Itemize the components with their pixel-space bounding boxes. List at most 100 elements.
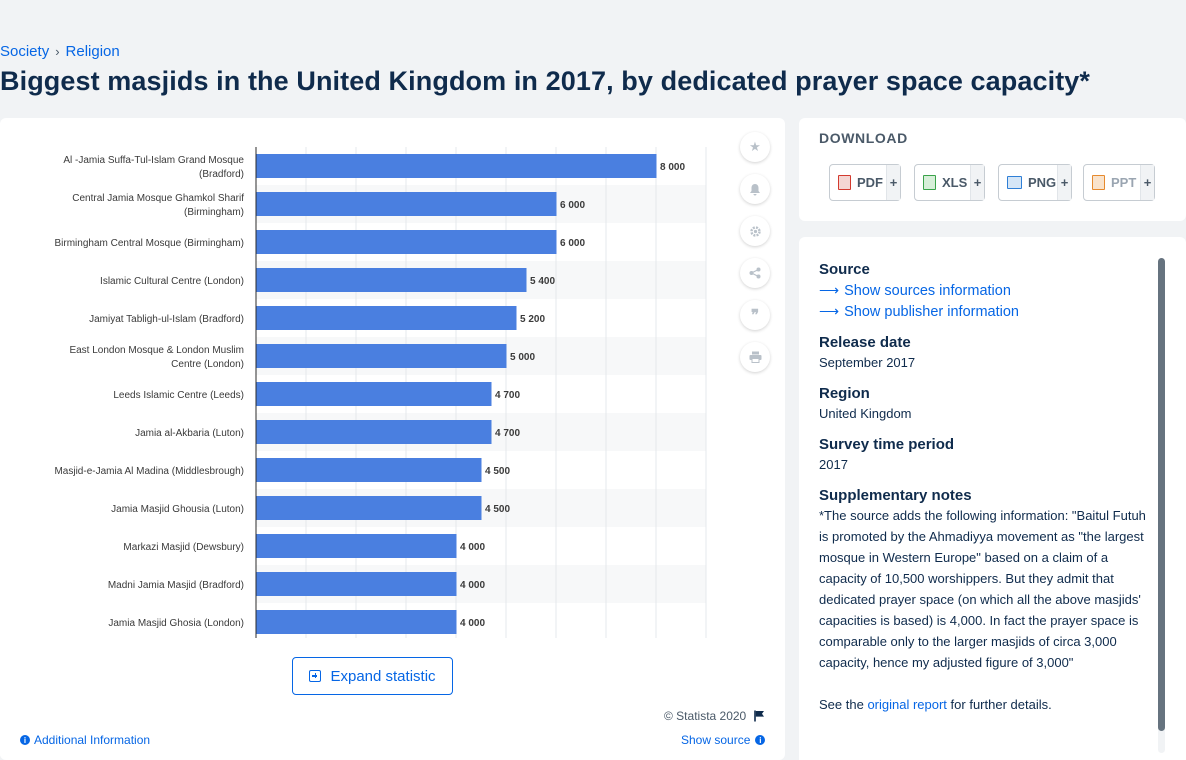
category-label: Jamia Masjid Ghosia (London)	[108, 618, 244, 629]
show-publisher-link[interactable]: ⟶ Show publisher information	[819, 303, 1149, 320]
category-label: Islamic Cultural Centre (London)	[100, 276, 244, 287]
additional-information-link[interactable]: i Additional Information	[20, 733, 150, 747]
category-label: East London Mosque & London Muslim	[69, 345, 244, 356]
quote-icon[interactable]: ❞	[740, 300, 770, 330]
see-prefix: See the	[819, 697, 868, 712]
bar-value-label: 4 500	[485, 504, 510, 515]
download-panel: DOWNLOAD PDF + XLS + PNG + PPT +	[799, 118, 1186, 221]
category-label: (Birmingham)	[184, 207, 244, 218]
download-pdf-label: PDF	[857, 175, 883, 190]
pdf-file-icon	[838, 175, 851, 190]
download-png-label: PNG	[1028, 175, 1057, 190]
bar-value-label: 4 700	[495, 428, 520, 439]
download-ppt-plus[interactable]: +	[1140, 165, 1154, 200]
bar	[256, 458, 482, 482]
category-label: Jamiyat Tabligh-ul-Islam (Bradford)	[89, 314, 244, 325]
download-pdf-button[interactable]: PDF +	[829, 164, 901, 201]
png-file-icon	[1007, 176, 1022, 189]
bar-value-label: 4 000	[460, 580, 485, 591]
release-date-value: September 2017	[819, 355, 916, 370]
region-value: United Kingdom	[819, 406, 912, 421]
bar-chart: 8 000 Al -Jamia Suffa-Tul-Islam Grand Mos…	[54, 147, 707, 638]
bar	[256, 610, 457, 634]
bar	[256, 154, 657, 178]
bar	[256, 382, 492, 406]
bar	[256, 496, 482, 520]
category-label: Madni Jamia Masjid (Bradford)	[108, 580, 244, 591]
bar	[256, 192, 557, 216]
arrow-right-icon: ⟶	[819, 303, 840, 319]
release-date-heading: Release date	[819, 334, 911, 351]
arrow-right-icon: ⟶	[819, 282, 840, 298]
bar	[256, 572, 457, 596]
show-source-link[interactable]: Show source i	[681, 733, 766, 747]
statistic-info-panel: Source ⟶ Show sources information ⟶ Show…	[799, 237, 1186, 760]
breadcrumb-separator: ›	[55, 44, 60, 59]
bar	[256, 344, 507, 368]
download-png-plus[interactable]: +	[1057, 165, 1071, 200]
top-bar	[0, 0, 1186, 38]
category-label: Jamia Masjid Ghousia (Luton)	[111, 504, 244, 515]
bar-value-label: 6 000	[560, 200, 585, 211]
bar-value-label: 5 000	[510, 352, 535, 363]
expand-plus-icon	[309, 670, 322, 682]
supplementary-notes-text: *The source adds the following informati…	[819, 508, 1146, 670]
original-report-link[interactable]: original report	[867, 697, 947, 712]
bar-value-label: 5 200	[520, 314, 545, 325]
breadcrumb-society[interactable]: Society	[0, 43, 50, 60]
bar-value-label: 5 400	[530, 276, 555, 287]
category-label: Centre (London)	[171, 359, 244, 370]
flag-icon[interactable]	[754, 710, 765, 722]
category-label: Leeds Islamic Centre (Leeds)	[113, 390, 244, 401]
bell-icon[interactable]	[740, 174, 770, 204]
download-xls-plus[interactable]: +	[970, 165, 984, 200]
bar-value-label: 6 000	[560, 238, 585, 249]
bar	[256, 268, 527, 292]
share-icon[interactable]	[740, 258, 770, 288]
category-label: Central Jamia Mosque Ghamkol Sharif	[72, 193, 244, 204]
copyright-text: © Statista 2020	[664, 709, 747, 723]
bar	[256, 230, 557, 254]
show-source-label: Show source	[681, 733, 751, 747]
download-xls-label: XLS	[942, 175, 968, 190]
see-original-report: See the original report for further deta…	[819, 694, 1149, 715]
category-label: Birmingham Central Mosque (Birmingham)	[54, 238, 244, 249]
bar	[256, 534, 457, 558]
bar-value-label: 4 500	[485, 466, 510, 477]
bar	[256, 420, 492, 444]
download-png-button[interactable]: PNG +	[998, 164, 1072, 201]
source-heading: Source	[819, 261, 870, 278]
expand-statistic-label: Expand statistic	[330, 667, 436, 685]
info-scrollbar-thumb[interactable]	[1158, 258, 1165, 731]
info-icon: i	[20, 735, 30, 745]
xls-file-icon	[923, 175, 936, 190]
statistic-info-content: Source ⟶ Show sources information ⟶ Show…	[819, 261, 1149, 715]
category-label: Masjid-e-Jamia Al Madina (Middlesbrough)	[54, 466, 244, 477]
chart-tools: ★ ❞	[740, 132, 770, 384]
additional-information-label: Additional Information	[34, 733, 151, 747]
region-heading: Region	[819, 385, 870, 402]
show-sources-link[interactable]: ⟶ Show sources information	[819, 282, 1149, 299]
bar-value-label: 4 000	[460, 618, 485, 629]
supplementary-notes-heading: Supplementary notes	[819, 487, 972, 504]
download-ppt-label: PPT	[1111, 175, 1137, 190]
breadcrumb-religion[interactable]: Religion	[65, 43, 120, 60]
bar	[256, 306, 517, 330]
star-icon[interactable]: ★	[740, 132, 770, 162]
bar-value-label: 4 700	[495, 390, 520, 401]
print-icon[interactable]	[740, 342, 770, 372]
survey-period-value: 2017	[819, 457, 848, 472]
download-xls-button[interactable]: XLS +	[914, 164, 985, 201]
ppt-file-icon	[1092, 175, 1105, 190]
download-ppt-button[interactable]: PPT +	[1083, 164, 1155, 201]
breadcrumb: Society › Religion	[0, 43, 120, 60]
see-suffix: for further details.	[946, 697, 1052, 712]
bar-value-label: 8 000	[660, 162, 685, 173]
category-label: Jamia al-Akbaria (Luton)	[135, 428, 244, 439]
copyright: © Statista 2020	[664, 709, 765, 723]
gear-icon[interactable]	[740, 216, 770, 246]
page-title: Biggest masjids in the United Kingdom in…	[0, 66, 1091, 96]
expand-statistic-button[interactable]: Expand statistic	[292, 657, 453, 695]
category-label: Markazi Masjid (Dewsbury)	[123, 542, 244, 553]
download-pdf-plus[interactable]: +	[886, 165, 900, 200]
